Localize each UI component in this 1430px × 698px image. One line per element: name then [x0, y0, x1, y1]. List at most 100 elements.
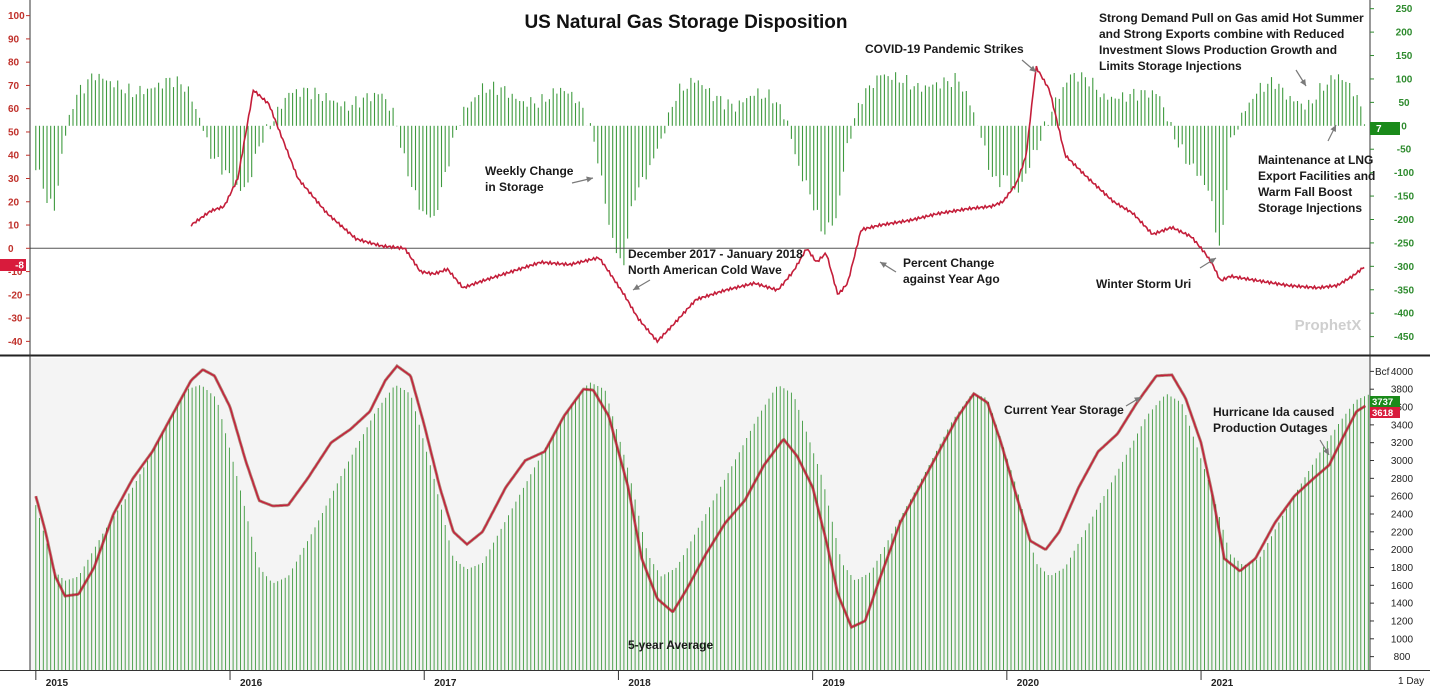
left-tick-label: -20 — [8, 290, 23, 301]
left-tick-label: 20 — [8, 197, 20, 208]
bottom-tick-label: 3200 — [1391, 438, 1414, 449]
bottom-tick-label: 2800 — [1391, 474, 1414, 485]
watermark-text: ProphetX — [1295, 317, 1362, 334]
badge-storage-current: 3618 — [1370, 407, 1400, 419]
chart-title: US Natural Gas Storage Disposition — [524, 12, 847, 33]
annotation-hurricane: Production Outages — [1213, 421, 1328, 435]
arrow-winter-storm-head — [1209, 258, 1216, 264]
arrow-strong-demand-head — [1300, 79, 1306, 86]
percent-change-line — [190, 65, 1365, 344]
bottom-unit-label: Bcf — [1375, 367, 1390, 378]
annotation-maintenance: Export Facilities and — [1258, 169, 1375, 183]
annotation-weekly-change: in Storage — [485, 180, 544, 194]
bottom-tick-label: 3800 — [1391, 385, 1414, 396]
right-tick-label: -300 — [1394, 262, 1414, 273]
right-tick-label: 200 — [1396, 28, 1413, 39]
left-tick-label: 70 — [8, 81, 20, 92]
lower-panel-background — [30, 358, 1370, 670]
badge-right-change: 7 — [1370, 122, 1400, 135]
arrow-percent-change-head — [880, 262, 887, 268]
annotations: Weekly Change in Storage December 2017 - J… — [485, 11, 1375, 652]
bottom-tick-label: 1800 — [1391, 563, 1414, 574]
bottom-tick-label: 1400 — [1391, 599, 1414, 610]
annotation-cold-wave: North American Cold Wave — [628, 263, 782, 277]
annotation-percent-change: Percent Change — [903, 256, 995, 270]
left-tick-label: 40 — [8, 151, 20, 162]
bottom-tick-label: 3000 — [1391, 456, 1414, 467]
bottom-tick-label: 2400 — [1391, 510, 1414, 521]
annotation-maintenance: Maintenance at LNG — [1258, 153, 1373, 167]
annotation-covid: COVID-19 Pandemic Strikes — [865, 42, 1024, 56]
bottom-tick-label: 4000 — [1391, 367, 1414, 378]
x-tick-label: 2021 — [1211, 678, 1234, 689]
left-tick-label: 80 — [8, 58, 20, 69]
badge-left-percent: -8 — [0, 259, 26, 272]
bottom-tick-label: 2600 — [1391, 492, 1414, 503]
left-tick-label: 30 — [8, 174, 20, 185]
right-tick-label: -200 — [1394, 215, 1414, 226]
right-tick-label: -450 — [1394, 332, 1414, 343]
right-tick-label: -350 — [1394, 285, 1414, 296]
annotation-hurricane: Hurricane Ida caused — [1213, 405, 1334, 419]
x-tick-label: 2015 — [46, 678, 69, 689]
left-tick-label: 90 — [8, 34, 20, 45]
right-tick-label: 250 — [1396, 4, 1413, 15]
arrow-hurricane-head — [1323, 448, 1329, 455]
left-tick-label: 0 — [8, 244, 14, 255]
x-tick-label: 2018 — [628, 678, 651, 689]
annotation-maintenance: Warm Fall Boost — [1258, 185, 1352, 199]
chart-frame — [0, 0, 1430, 671]
five-year-average-bars — [35, 382, 1369, 670]
bottom-tick-label: 1200 — [1391, 617, 1414, 628]
right-tick-label: -250 — [1394, 238, 1414, 249]
left-tick-label: -30 — [8, 314, 23, 325]
bottom-tick-label: 3400 — [1391, 420, 1414, 431]
bottom-tick-label: 3600 — [1391, 403, 1414, 414]
bottom-tick-label: 1600 — [1391, 581, 1414, 592]
left-tick-label: 10 — [8, 221, 20, 232]
annotation-cold-wave: December 2017 - January 2018 — [628, 247, 803, 261]
x-tick-label: 2017 — [434, 678, 457, 689]
left-tick-label: 50 — [8, 128, 20, 139]
arrow-weekly-change-head — [586, 176, 593, 183]
weekly-change-bars — [35, 72, 1366, 266]
watermark-logo: ProphetX — [1295, 317, 1362, 334]
bottom-tick-label: 2000 — [1391, 545, 1414, 556]
right-tick-label: 0 — [1401, 121, 1407, 132]
right-tick-label: 50 — [1398, 98, 1410, 109]
arrow-covid-head — [1029, 65, 1036, 72]
timeframe-label: 1 Day — [1398, 676, 1424, 687]
left-tick-label: -10 — [8, 267, 23, 278]
right-tick-label: 150 — [1396, 51, 1413, 62]
badge-storage-5yr-text: 3737 — [1372, 397, 1393, 408]
right-tick-label: -50 — [1397, 145, 1412, 156]
annotation-maintenance: Storage Injections — [1258, 201, 1362, 215]
right-tick-label: -400 — [1394, 309, 1414, 320]
right-tick-label: -100 — [1394, 168, 1414, 179]
x-tick-label: 2020 — [1017, 678, 1040, 689]
left-tick-label: 60 — [8, 104, 20, 115]
right-tick-label: -150 — [1394, 192, 1414, 203]
badge-left-percent-text: -8 — [15, 261, 24, 272]
badge-storage-current-text: 3618 — [1372, 408, 1393, 419]
annotation-strong-demand: Strong Demand Pull on Gas amid Hot Summe… — [1099, 11, 1364, 25]
annotation-current-year: Current Year Storage — [1004, 403, 1124, 417]
x-tick-label: 2016 — [240, 678, 263, 689]
annotation-winter-storm: Winter Storm Uri — [1096, 277, 1191, 291]
annotation-strong-demand: Investment Slows Production Growth and — [1099, 43, 1337, 57]
current-storage-line — [35, 365, 1366, 629]
right-tick-label: 100 — [1396, 75, 1413, 86]
annotation-five-year-average: 5-year Average — [628, 638, 713, 652]
series-lines — [30, 65, 1370, 630]
left-tick-label: 100 — [8, 11, 25, 22]
annotation-weekly-change: Weekly Change — [485, 164, 574, 178]
annotation-strong-demand: and Strong Exports combine with Reduced — [1099, 27, 1344, 41]
arrow-maintenance-head — [1330, 125, 1336, 132]
axis-ticks: 1009080706050403020100-10-20-30-40250200… — [8, 4, 1414, 689]
bottom-tick-label: 2200 — [1391, 527, 1414, 538]
badge-storage-5yr: 3737 — [1370, 396, 1400, 408]
arrow-cold-wave-head — [633, 284, 640, 290]
badge-right-change-text: 7 — [1376, 124, 1382, 135]
